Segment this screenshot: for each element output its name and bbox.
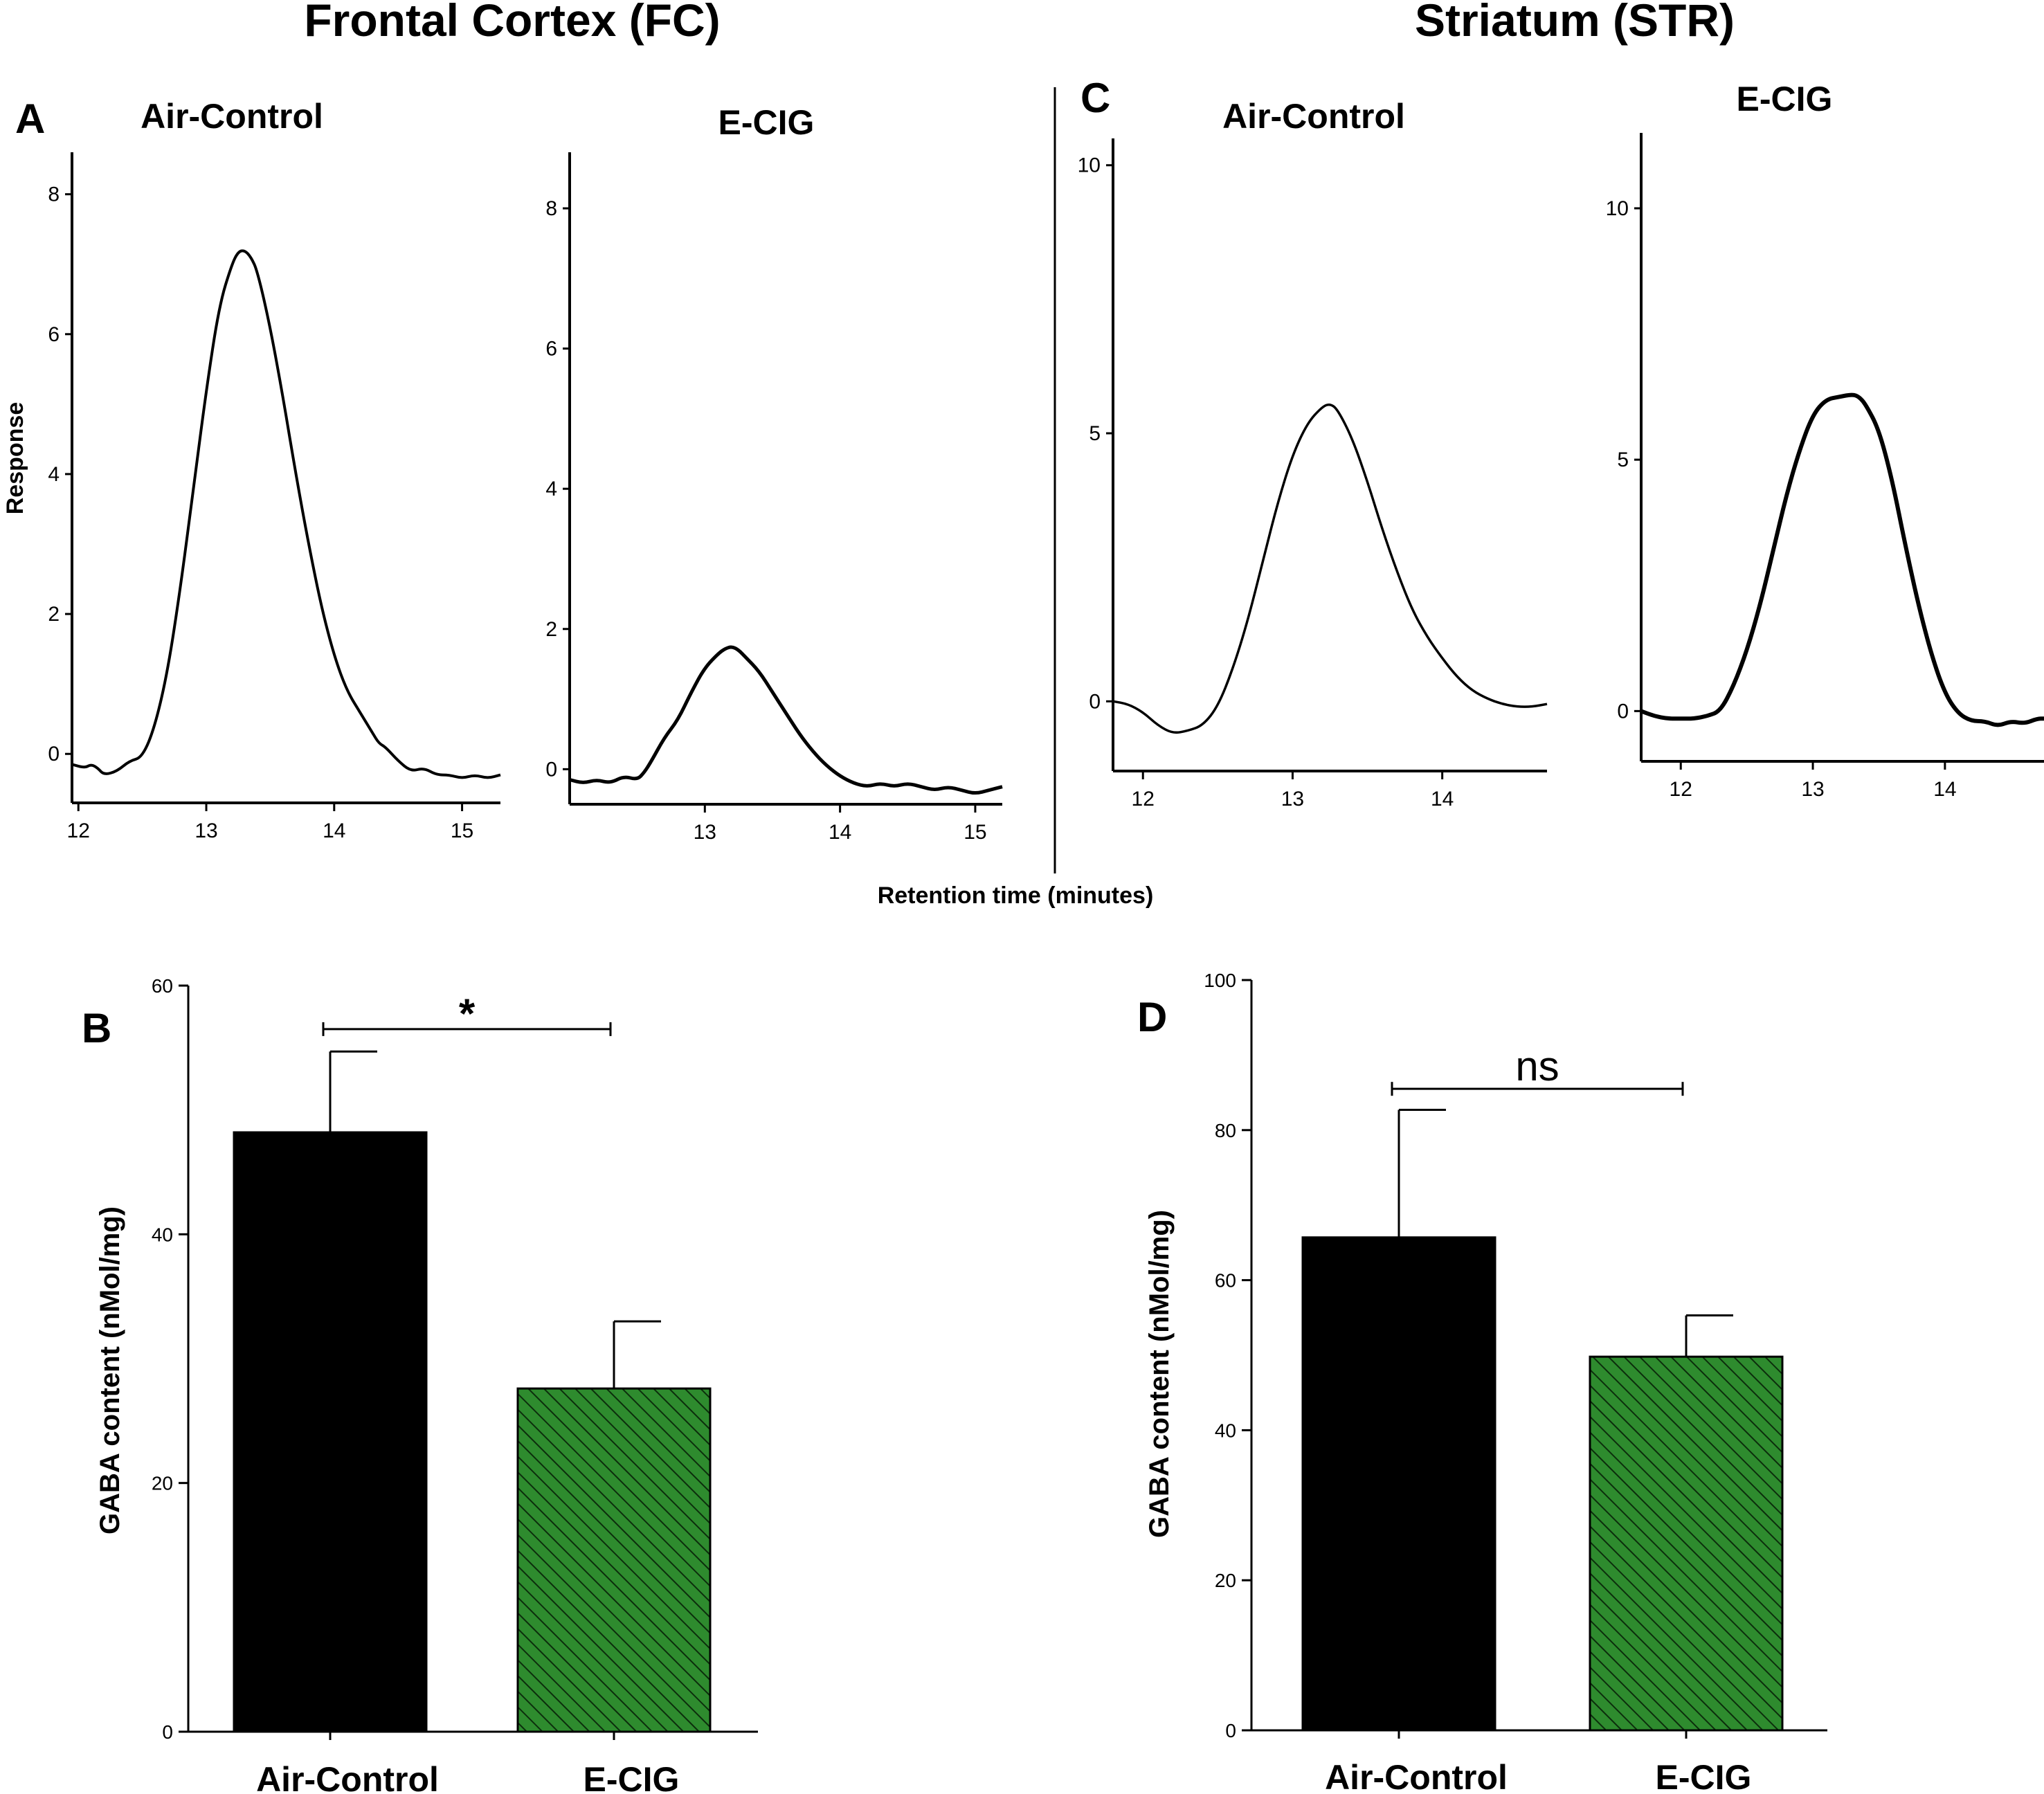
bar-chart-d-y-tick-label: 100	[1204, 970, 1236, 991]
bar-chart-b-category-label: Air-Control	[256, 1760, 439, 1794]
chart-a-x-tick-label: 12	[67, 819, 90, 842]
bar-chart-b-significance-label: *	[459, 990, 476, 1037]
chromatogram-fc-air-control: A Air-Control Response 0 2 4 6 8 12 13 14 15	[2, 96, 501, 842]
chart-c-y-tick-label: 10	[1078, 154, 1101, 177]
chart-c-y-tick-label: 0	[1089, 690, 1101, 713]
bar-chart-d-category-label: Air-Control	[1325, 1758, 1508, 1794]
bar-chart-b-y-tick-label: 60	[152, 975, 173, 997]
chart-c-x-tick-label: 14	[1431, 788, 1454, 810]
bar-chart-b-y-tick-label: 40	[152, 1224, 173, 1245]
chromatogram-str-air-control: C Air-Control 0 5 10 12 13 14	[1078, 75, 1548, 810]
bar-chart-b-y-tick-label: 20	[152, 1473, 173, 1494]
bar-chart-d-bar-e-cig	[1589, 1355, 1784, 1732]
chart-a2-y-tick-label: 2	[545, 618, 557, 641]
y-axis-label-gaba-str: GABA content (nMol/mg)	[1144, 1210, 1175, 1538]
bar-chart-d-y-tick-label: 60	[1215, 1270, 1236, 1292]
chart-a2-y-tick-label: 6	[545, 338, 557, 361]
chart-c2-y-tick-label: 0	[1617, 700, 1629, 723]
bar-chart-b-bar-e-cig	[516, 1387, 712, 1733]
chart-c-x-tick-label: 13	[1281, 788, 1304, 810]
chart-title-fc-air-control: Air-Control	[141, 97, 323, 136]
chart-title-str-e-cig: E-CIG	[1737, 80, 1833, 118]
chart-a-y-tick-label: 0	[48, 743, 60, 765]
chart-c2-x-tick-label: 14	[1933, 778, 1956, 801]
chart-a2-y-tick-label: 8	[545, 197, 557, 220]
panel-letter-a: A	[15, 96, 45, 142]
bar-chart-d-bar-air-control	[1301, 1236, 1496, 1732]
chart-c-trace	[1112, 403, 1548, 734]
chart-c-x-tick-label: 12	[1132, 788, 1155, 810]
bar-chart-d-y-tick-label: 80	[1215, 1120, 1236, 1141]
chart-title-str-air-control: Air-Control	[1222, 97, 1405, 136]
chart-a2-x-tick-label: 13	[694, 821, 716, 844]
panel-letter-b: B	[82, 1005, 111, 1051]
bar-chart-d-significance-label: ns	[1515, 1043, 1559, 1089]
y-axis-label-gaba-fc: GABA content (nMol/mg)	[95, 1206, 125, 1534]
chart-a2-y-tick-label: 0	[545, 758, 557, 781]
chart-a2-trace	[569, 645, 1003, 795]
chart-a-y-tick-label: 4	[48, 463, 60, 486]
chart-a-trace	[71, 249, 501, 779]
bar-chart-d-y-tick-label: 20	[1215, 1570, 1236, 1591]
bar-chart-b-category-label: E-CIG	[584, 1760, 680, 1794]
chart-a-y-tick-label: 6	[48, 323, 60, 346]
bar-chart-d-y-tick-label: 0	[1225, 1720, 1236, 1741]
chart-c2-x-tick-label: 13	[1801, 778, 1824, 801]
chart-a2-x-tick-label: 14	[829, 821, 851, 844]
bar-chart-d-category-label: E-CIG	[1656, 1758, 1752, 1794]
chart-c2-y-tick-label: 5	[1617, 448, 1629, 471]
bar-chart-b-bar-air-control	[233, 1131, 428, 1733]
chromatogram-str-e-cig: E-CIG 0 5 10 12 13 14	[1606, 80, 2044, 801]
bar-chart-b-y-tick-label: 0	[162, 1721, 173, 1743]
chart-a2-y-tick-label: 4	[545, 478, 557, 500]
chart-c2-y-tick-label: 10	[1606, 197, 1629, 220]
chart-a-y-tick-label: 2	[48, 603, 60, 626]
bar-chart-str-gaba: D GABA content (nMol/mg) 0 20 40 60 80 100 Air…	[1137, 970, 1827, 1794]
x-axis-label-retention-time: Retention time (minutes)	[878, 882, 1154, 909]
chart-a-x-tick-label: 13	[195, 819, 217, 842]
chart-a-x-tick-label: 14	[323, 819, 345, 842]
panel-letter-c: C	[1080, 75, 1110, 121]
chromatogram-fc-e-cig: E-CIG 0 2 4 6 8 13 14 15	[545, 103, 1003, 844]
chart-c-y-tick-label: 5	[1089, 422, 1101, 445]
section-title-striatum: Striatum (STR)	[1415, 0, 1735, 46]
bar-chart-fc-gaba: B GABA content (nMol/mg) 0 20 40 60 Air-Cont…	[82, 975, 758, 1794]
panel-letter-d: D	[1137, 994, 1167, 1040]
chart-c2-trace	[1640, 392, 2044, 727]
y-axis-label-response: Response	[2, 402, 28, 515]
chart-a-x-tick-label: 15	[451, 819, 473, 842]
section-title-frontal-cortex: Frontal Cortex (FC)	[304, 0, 720, 46]
chart-title-fc-e-cig: E-CIG	[718, 103, 815, 142]
chart-a-y-tick-label: 8	[48, 183, 60, 206]
chart-a2-x-tick-label: 15	[964, 821, 986, 844]
chart-c2-x-tick-label: 12	[1670, 778, 1692, 801]
bar-chart-d-y-tick-label: 40	[1215, 1420, 1236, 1441]
